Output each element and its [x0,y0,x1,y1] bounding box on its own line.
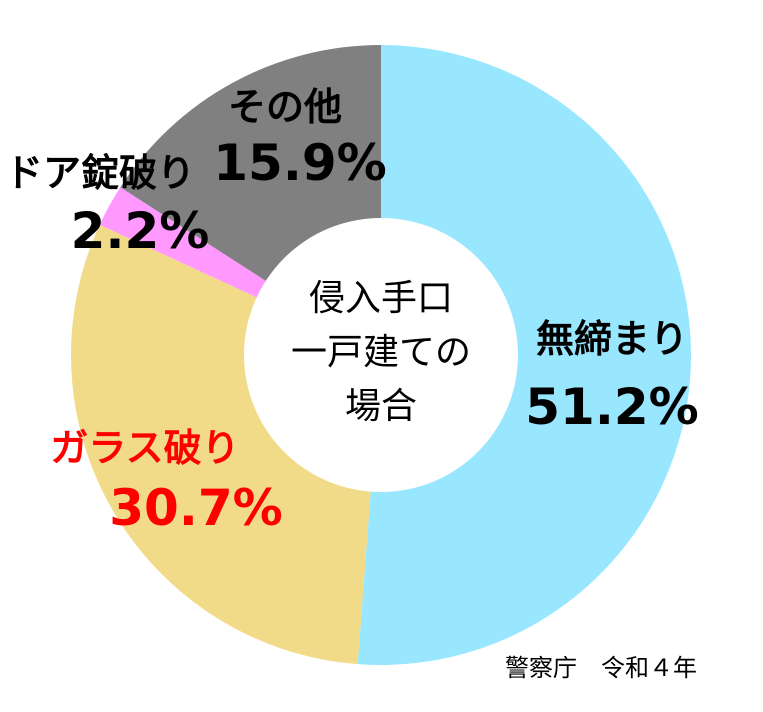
slice-value-0: 51.2% [525,378,698,436]
slice-label-1: ガラス破り [50,426,239,470]
center-label-line-1: 一戸建ての [291,332,471,373]
source-text: 警察庁 令和４年 [505,654,697,682]
slice-label-0: 無締まり [536,317,688,361]
center-label-line-2: 場合 [345,386,417,427]
center-hole [244,218,518,492]
slice-label-2: ドア錠破り [5,151,195,195]
center-label-line-0: 侵入手口 [309,278,453,319]
slice-label-3: その他 [228,85,342,129]
slice-value-3: 15.9% [213,134,386,192]
slice-value-2: 2.2% [71,202,210,260]
slice-value-1: 30.7% [109,479,282,537]
labels-layer: 無締まり 51.2% ガラス破り 30.7% ドア錠破り 2.2% その他 15.9% [5,85,699,537]
slice-0 [357,45,691,665]
